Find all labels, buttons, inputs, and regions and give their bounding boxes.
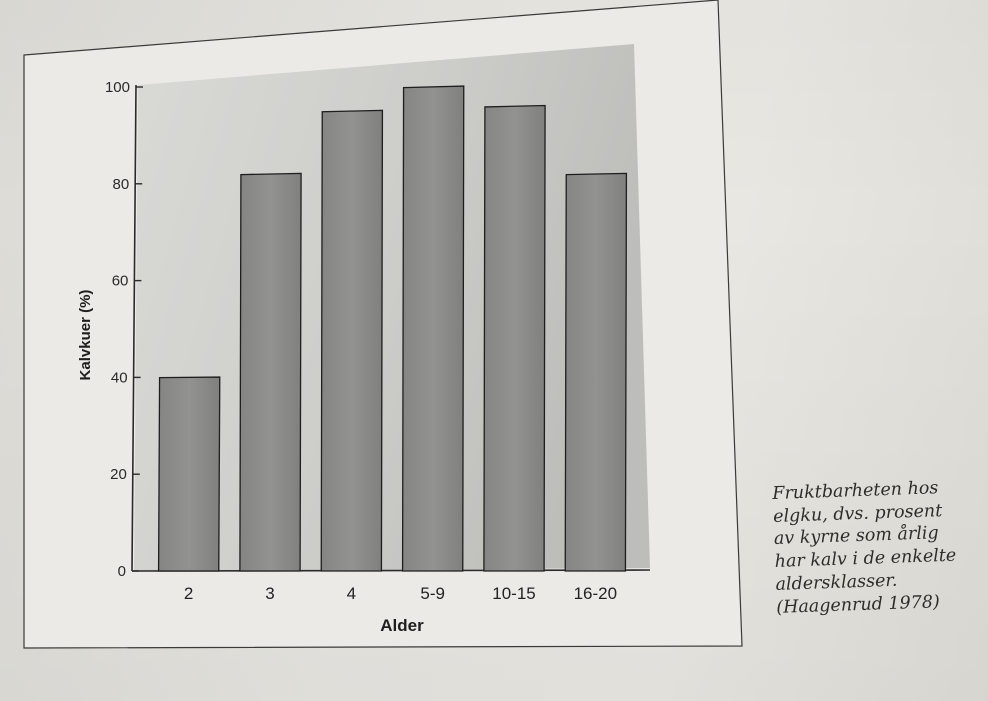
y-tick-label: 60 [112,273,129,290]
y-axis-line [131,84,137,572]
x-tick-label: 5-9 [420,584,445,603]
y-tick-label: 100 [105,79,130,96]
x-axis-title: Alder [380,616,424,635]
y-tick-label: 40 [111,369,128,386]
bar [320,109,384,572]
x-tick-label: 4 [347,584,356,603]
x-tick-label: 3 [265,584,274,603]
y-axis-title: Kalvkuer (%) [77,290,94,381]
x-tick-label: 2 [184,584,193,603]
y-tick-label: 80 [113,176,130,193]
x-tick-label: 16-20 [574,584,617,603]
x-tick-label: 10-15 [492,584,535,603]
bar [564,172,628,572]
bar [401,85,465,572]
figure-caption: Fruktbarheten hos elgku, dvs. prosent av… [772,476,987,619]
y-tick-label: 0 [118,563,126,580]
bar [157,376,221,572]
bar [239,172,302,572]
y-tick-label: 20 [110,466,127,483]
bar [483,104,546,572]
